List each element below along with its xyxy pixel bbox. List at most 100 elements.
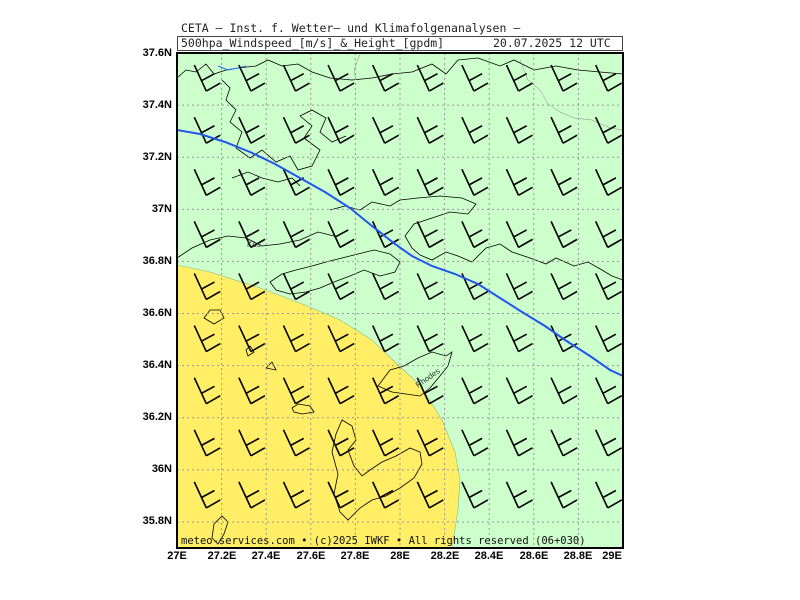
wind-barb bbox=[238, 429, 266, 457]
lon-label: 28.8E bbox=[563, 550, 593, 562]
wind-barb bbox=[505, 273, 533, 301]
wind-barb bbox=[550, 64, 578, 92]
wind-barb bbox=[505, 377, 533, 405]
lat-label: 36.6N bbox=[142, 307, 172, 319]
wind-barb bbox=[282, 221, 310, 249]
wind-barb bbox=[550, 377, 578, 405]
wind-barb bbox=[238, 377, 266, 405]
wind-barb bbox=[505, 64, 533, 92]
wind-barb bbox=[327, 168, 355, 196]
wind-barb bbox=[550, 325, 578, 353]
wind-barb bbox=[594, 221, 623, 249]
lat-label: 37.4N bbox=[142, 99, 172, 111]
wind-barb bbox=[416, 64, 444, 92]
lon-label: 27.6E bbox=[296, 550, 326, 562]
wind-barb bbox=[371, 273, 400, 301]
wind-barb bbox=[193, 168, 221, 196]
wind-barb bbox=[505, 429, 533, 457]
wind-barb bbox=[505, 116, 533, 144]
wind-barb bbox=[238, 273, 266, 301]
lat-label: 35.8N bbox=[142, 515, 172, 527]
wind-barb bbox=[416, 116, 444, 144]
map-title: CETA — Inst. f. Wetter— und Klimafolgena… bbox=[181, 21, 521, 35]
wind-barb bbox=[550, 429, 578, 457]
wind-barb bbox=[282, 377, 310, 405]
wind-barb bbox=[238, 325, 266, 353]
wind-barb bbox=[282, 429, 310, 457]
wind-barb bbox=[594, 377, 623, 405]
wind-barb bbox=[594, 168, 623, 196]
wind-barb bbox=[282, 116, 310, 144]
wind-barb bbox=[461, 377, 489, 405]
wind-barb bbox=[461, 221, 489, 249]
wind-barb bbox=[193, 221, 221, 249]
wind-barbs bbox=[193, 64, 623, 509]
lon-label: 27.2E bbox=[207, 550, 237, 562]
wind-barb bbox=[461, 481, 489, 509]
wind-barb bbox=[416, 325, 444, 353]
wind-barb bbox=[327, 116, 355, 144]
lat-label: 36.2N bbox=[142, 411, 172, 423]
lon-label: 28.6E bbox=[519, 550, 549, 562]
wind-barb bbox=[282, 325, 310, 353]
wind-barb bbox=[594, 273, 623, 301]
lon-label: 28.2E bbox=[430, 550, 460, 562]
subtitle-box bbox=[177, 36, 623, 51]
wind-barb bbox=[238, 116, 266, 144]
wind-barb bbox=[282, 273, 310, 301]
wind-barb bbox=[416, 273, 444, 301]
wind-barb bbox=[371, 116, 400, 144]
wind-barb bbox=[327, 429, 355, 457]
wind-barb bbox=[371, 325, 400, 353]
graticule bbox=[177, 53, 623, 548]
wind-barb bbox=[416, 481, 444, 509]
lat-label: 36.8N bbox=[142, 255, 172, 267]
wind-barb bbox=[238, 168, 266, 196]
wind-barb bbox=[594, 429, 623, 457]
wind-barb bbox=[594, 481, 623, 509]
speed-contour bbox=[177, 264, 461, 548]
lat-label: 37.6N bbox=[142, 47, 172, 59]
place-label-kos: Kos bbox=[247, 240, 261, 249]
map-frame bbox=[176, 52, 624, 549]
wind-barb bbox=[461, 429, 489, 457]
wind-barb bbox=[282, 64, 310, 92]
wind-barb bbox=[193, 273, 221, 301]
lon-label: 27E bbox=[167, 550, 187, 562]
wind-barb bbox=[193, 429, 221, 457]
height-contour bbox=[177, 129, 623, 377]
wind-barb bbox=[550, 116, 578, 144]
wind-barb bbox=[550, 168, 578, 196]
wind-barb bbox=[327, 481, 355, 509]
wind-barb bbox=[371, 221, 400, 249]
wind-barb bbox=[327, 273, 355, 301]
wind-barb bbox=[505, 168, 533, 196]
wind-barb bbox=[550, 481, 578, 509]
lat-label: 37.2N bbox=[142, 151, 172, 163]
high-speed-fill bbox=[177, 265, 460, 548]
wind-barb bbox=[371, 64, 400, 92]
lon-label: 27.4E bbox=[251, 550, 281, 562]
wind-barb bbox=[550, 273, 578, 301]
wind-barb bbox=[371, 168, 400, 196]
wind-barb bbox=[193, 377, 221, 405]
wind-barb bbox=[550, 221, 578, 249]
wind-barb bbox=[461, 168, 489, 196]
wind-barb bbox=[461, 64, 489, 92]
lat-label: 36.4N bbox=[142, 359, 172, 371]
wind-barb bbox=[327, 325, 355, 353]
wind-barb bbox=[371, 377, 400, 405]
wind-barb bbox=[416, 429, 444, 457]
wind-barb bbox=[327, 221, 355, 249]
wind-barb bbox=[461, 116, 489, 144]
lat-label: 36N bbox=[151, 463, 172, 475]
wind-barb bbox=[371, 481, 400, 509]
wind-barb bbox=[416, 221, 444, 249]
lon-label: 27.8E bbox=[340, 550, 370, 562]
wind-barb bbox=[594, 325, 623, 353]
wind-barb bbox=[505, 481, 533, 509]
wind-barb bbox=[238, 221, 266, 249]
map-subtitle: 500hpa_Windspeed_[m/s]_&_Height_[gpdm] bbox=[181, 36, 445, 50]
wind-barb bbox=[371, 429, 400, 457]
